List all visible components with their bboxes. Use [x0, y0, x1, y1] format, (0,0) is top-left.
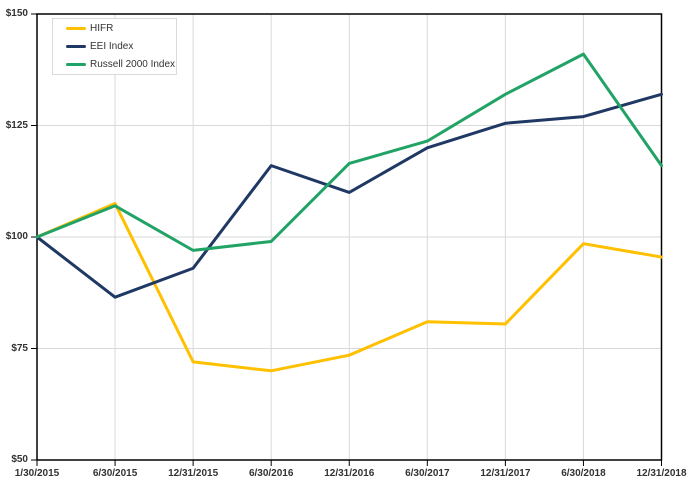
y-axis-tick-label: $125: [5, 119, 28, 131]
x-axis-tick-label: 12/31/2018: [636, 468, 687, 479]
x-axis-tick-label: 6/30/2016: [248, 468, 294, 479]
x-axis-tick-label: 1/30/2015: [14, 468, 60, 479]
series-line-russell-2000-index: [35, 52, 663, 252]
legend-line-swatch: [66, 63, 86, 66]
series-line-eei-index: [35, 92, 663, 299]
x-axis-tick-label: 6/30/2017: [405, 468, 450, 479]
x-axis-tick-label: 12/31/2016: [324, 468, 375, 479]
x-axis-tick-label: 12/31/2017: [480, 468, 531, 479]
legend-label: Russell 2000 Index: [90, 58, 176, 70]
legend-line-swatch: [66, 27, 86, 30]
legend-label: HIFR: [90, 22, 114, 34]
legend-item: Russell 2000 Index: [66, 58, 176, 72]
y-axis-tick-label: $75: [11, 342, 28, 354]
legend-item: EEI Index: [66, 40, 176, 54]
legend-item: HIFR: [66, 22, 176, 36]
x-axis-tick-label: 12/31/2015: [168, 468, 219, 479]
legend-line-swatch: [66, 45, 86, 48]
y-axis-labels: $50 $75 $100 $125 $150: [0, 0, 31, 503]
y-axis-tick-label: $50: [11, 454, 28, 465]
y-axis-tick-label: $150: [5, 8, 28, 19]
x-axis-tick-label: 6/30/2015: [92, 468, 138, 479]
y-axis-tick-label: $100: [5, 231, 28, 242]
series-line-hifr: [35, 202, 663, 373]
legend: HIFR EEI Index Russell 2000 Index: [52, 18, 177, 75]
x-axis-tick-label: 6/30/2018: [561, 468, 606, 479]
legend-label: EEI Index: [90, 40, 134, 52]
